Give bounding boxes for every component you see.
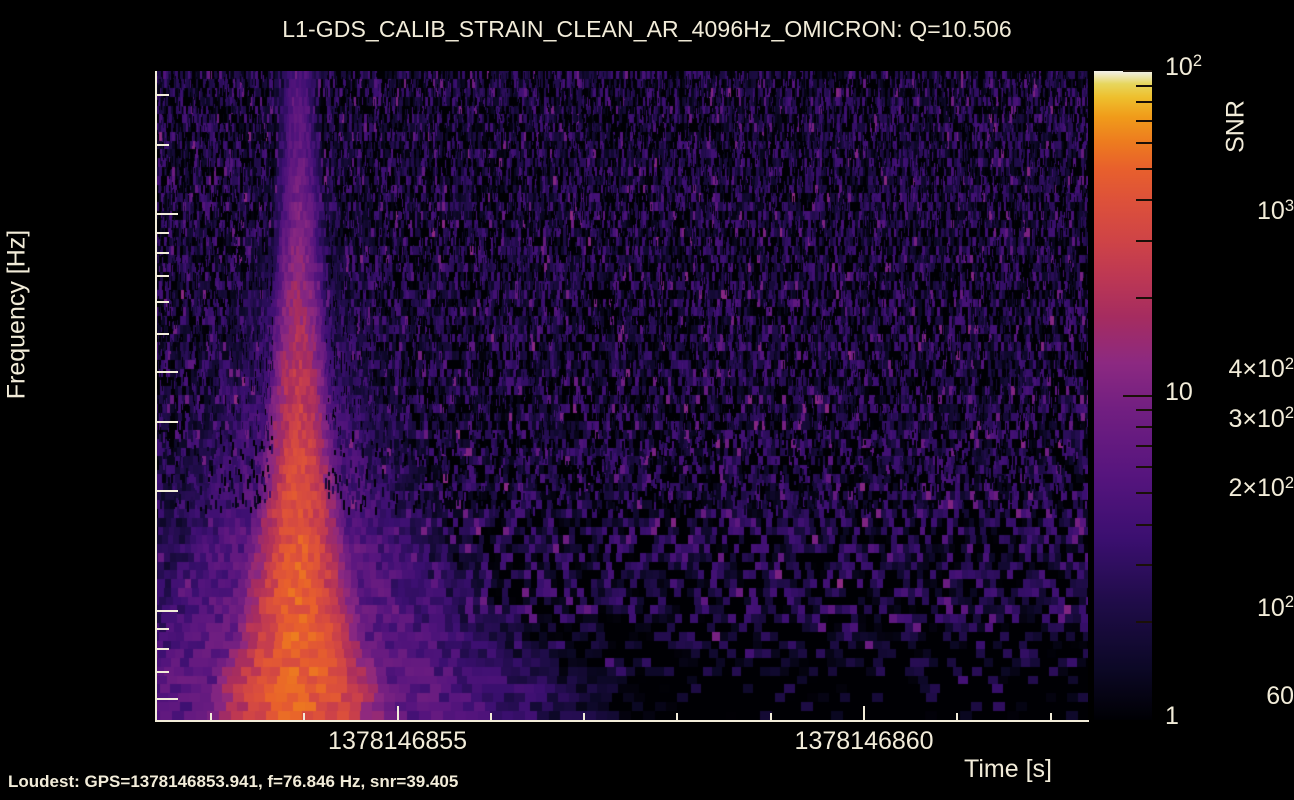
y-axis-tick-label: 60 — [1266, 681, 1294, 710]
y-axis-minor-tick — [157, 274, 169, 277]
y-axis-line — [155, 71, 157, 722]
y-axis-minor-tick — [157, 94, 169, 97]
x-axis-minor-tick — [303, 713, 306, 722]
x-axis-minor-tick — [1049, 713, 1052, 722]
colorbar-minor-tick — [1136, 409, 1152, 412]
x-axis-major-tick — [863, 706, 866, 722]
y-axis-major-tick — [157, 609, 178, 612]
x-axis-minor-tick — [769, 713, 772, 722]
colorbar-minor-tick — [1136, 444, 1152, 447]
x-axis-tick-label: 1378146860 — [794, 727, 934, 755]
y-axis-major-tick — [157, 371, 178, 374]
y-axis-minor-tick — [157, 648, 169, 651]
loudest-event-text: Loudest: GPS=1378146853.941, f=76.846 Hz… — [8, 772, 459, 791]
y-axis-minor-tick — [157, 332, 169, 335]
x-axis-minor-tick — [956, 713, 959, 722]
colorbar-major-tick — [1123, 394, 1152, 397]
y-axis-minor-tick — [157, 301, 169, 304]
colorbar-minor-tick — [1136, 564, 1152, 567]
colorbar-tick-label: 102 — [1165, 52, 1202, 81]
x-axis-minor-tick — [489, 713, 492, 722]
y-axis-minor-tick — [157, 251, 169, 254]
colorbar-minor-tick — [1136, 425, 1152, 428]
colorbar-tick-label: 1 — [1165, 702, 1179, 730]
colorbar-major-tick — [1123, 70, 1152, 72]
colorbar-tick-label: 10 — [1165, 377, 1193, 406]
colorbar-minor-tick — [1136, 239, 1152, 242]
y-axis-minor-tick — [157, 671, 169, 674]
y-axis-title: Frequency [Hz] — [2, 229, 31, 400]
colorbar-minor-tick — [1136, 199, 1152, 202]
colorbar-minor-tick — [1136, 296, 1152, 299]
page-title: L1-GDS_CALIB_STRAIN_CLEAN_AR_4096Hz_OMIC… — [282, 16, 1012, 42]
y-axis-tick-label: 102 — [1257, 593, 1294, 622]
x-axis-line — [155, 720, 1089, 722]
spectrogram-plot-area[interactable] — [155, 71, 1088, 720]
colorbar-minor-tick — [1136, 167, 1152, 170]
y-axis-major-tick — [157, 697, 178, 700]
colorbar-minor-tick — [1136, 492, 1152, 495]
x-axis-minor-tick — [209, 713, 212, 722]
colorbar-minor-tick — [1136, 466, 1152, 469]
y-axis-major-tick — [157, 420, 178, 423]
x-axis-minor-tick — [583, 713, 586, 722]
x-axis-title: Time [s] — [964, 755, 1052, 783]
x-axis-tick-label: 1378146855 — [328, 727, 468, 755]
y-axis-tick-label: 4×102 — [1228, 354, 1294, 384]
y-axis-minor-tick — [157, 231, 169, 234]
colorbar-minor-tick — [1136, 84, 1152, 87]
colorbar-minor-tick — [1136, 621, 1152, 624]
x-axis-major-tick — [396, 706, 399, 722]
y-axis-minor-tick — [157, 143, 169, 146]
colorbar-minor-tick — [1136, 523, 1152, 526]
y-axis-tick-label: 2×102 — [1228, 473, 1294, 503]
colorbar-minor-tick — [1136, 101, 1152, 104]
x-axis-minor-tick — [676, 713, 679, 722]
y-axis-tick-label: 103 — [1257, 196, 1294, 226]
y-axis-minor-tick — [157, 627, 169, 630]
colorbar-minor-tick — [1136, 141, 1152, 144]
y-axis-tick-label: 3×102 — [1228, 404, 1294, 433]
spectrogram-heatmap[interactable] — [155, 71, 1088, 720]
colorbar-minor-tick — [1136, 120, 1152, 123]
y-axis-major-tick — [157, 490, 178, 493]
y-axis-major-tick — [157, 213, 178, 216]
colorbar-title: SNR — [1221, 100, 1250, 153]
colorbar[interactable] — [1094, 70, 1152, 720]
